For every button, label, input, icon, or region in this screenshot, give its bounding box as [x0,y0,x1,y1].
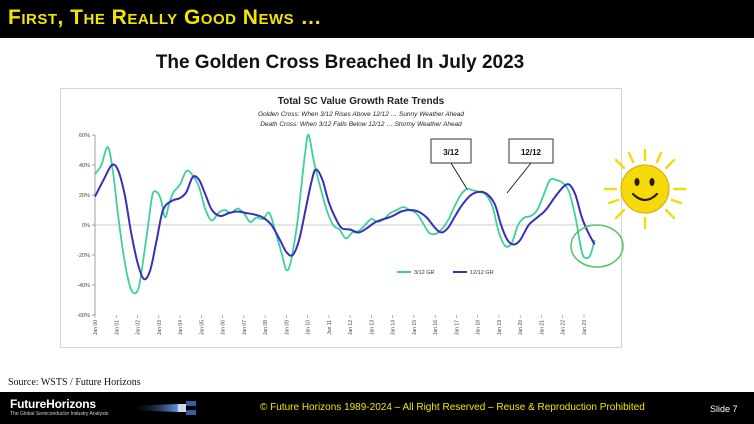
series-line-12-12 [94,163,596,281]
title-bar [0,0,754,38]
brand-tagline: The Global Semiconductor Industry Analys… [10,411,109,417]
x-tick-label: Jan 02 [136,320,142,335]
x-tick-label: Jan 19 [497,320,503,335]
brand-logo: FutureHorizons [10,397,96,411]
slide-header: First, The Really Good News … [8,6,322,29]
annotation-label-12-12: 12/12 [521,148,542,157]
series-layer [94,133,596,295]
chart-subtitle-death: Death Cross: When 3/12 Falls Below 12/12… [260,121,462,128]
x-tick-label: Jan 21 [539,320,545,335]
slide-subtitle: The Golden Cross Breached In July 2023 [155,52,525,73]
annotation-12-12: 12/12 [506,138,554,194]
slide-number: Slide 7 [710,404,738,414]
chart-subtitle-golden: Golden Cross: When 3/12 Rises Above 12/1… [258,111,464,118]
legend-label-3-12: 3/12 GR [414,270,435,276]
x-tick-label: Jan 17 [454,320,460,335]
x-tick-label: Jan 00 [93,320,99,335]
x-tick-label: Jan 23 [582,320,588,335]
x-tick-label: Jan 08 [263,320,269,335]
x-tick-label: Jan 06 [221,320,227,335]
y-tick-label: -40% [77,283,90,289]
y-tick-label: 60% [79,133,90,139]
y-tick-label: 0% [82,223,90,229]
annotation-box-3-12 [430,138,472,164]
y-tick-label: -20% [77,253,90,259]
chart-title: Total SC Value Growth Rate Trends [278,96,445,107]
y-tick-label: 20% [79,193,90,199]
annotation-label-3-12: 3/12 [443,148,459,157]
x-tick-label: Jan 11 [327,320,333,335]
footer-bar [0,392,754,424]
x-tick-label: Jan 03 [157,320,163,335]
x-tick-label: Jan 10 [306,320,312,335]
y-tick-label: 40% [79,163,90,169]
x-tick-label: Jan 13 [369,320,375,335]
y-tick-label: -60% [77,313,90,319]
annotation-arrow-3-12 [450,162,468,190]
x-tick-label: Jan 04 [178,320,184,335]
chart-frame: Total SC Value Growth Rate Trends Golden… [60,88,622,348]
copyright-notice: © Future Horizons 1989-2024 – All Right … [260,402,645,413]
annotation-3-12: 3/12 [430,138,472,190]
x-axis: Jan 00 Jan 01 Jan 02 Jan 03 Jan 04 Jan 05 Jan … [93,224,601,335]
x-tick-label: Jan 15 [412,320,418,335]
x-tick-label: Jan 05 [199,320,205,335]
x-tick-label: Jan 01 [114,320,120,335]
x-tick-label: Jan 16 [433,320,439,335]
y-axis: 60% 40% 20% 0% -20% -40% -60% [77,133,96,319]
satellite-icon [128,401,196,415]
x-tick-label: Jan 14 [391,320,397,335]
x-tick-label: Jan 09 [284,320,290,335]
legend: 3/12 GR 12/12 GR [397,270,494,276]
annotation-arrow-12-12 [506,162,532,194]
x-tick-label: Jan 12 [348,320,354,335]
x-tick-label: Jan 18 [476,320,482,335]
legend-label-12-12: 12/12 GR [470,270,494,276]
growth-rate-chart: Total SC Value Growth Rate Trends Golden… [77,96,601,335]
x-tick-label: Jan 20 [518,320,524,335]
source-note: Source: WSTS / Future Horizons [8,377,141,388]
x-tick-label: Jan 07 [242,320,248,335]
x-tick-label: Jan 22 [561,320,567,335]
